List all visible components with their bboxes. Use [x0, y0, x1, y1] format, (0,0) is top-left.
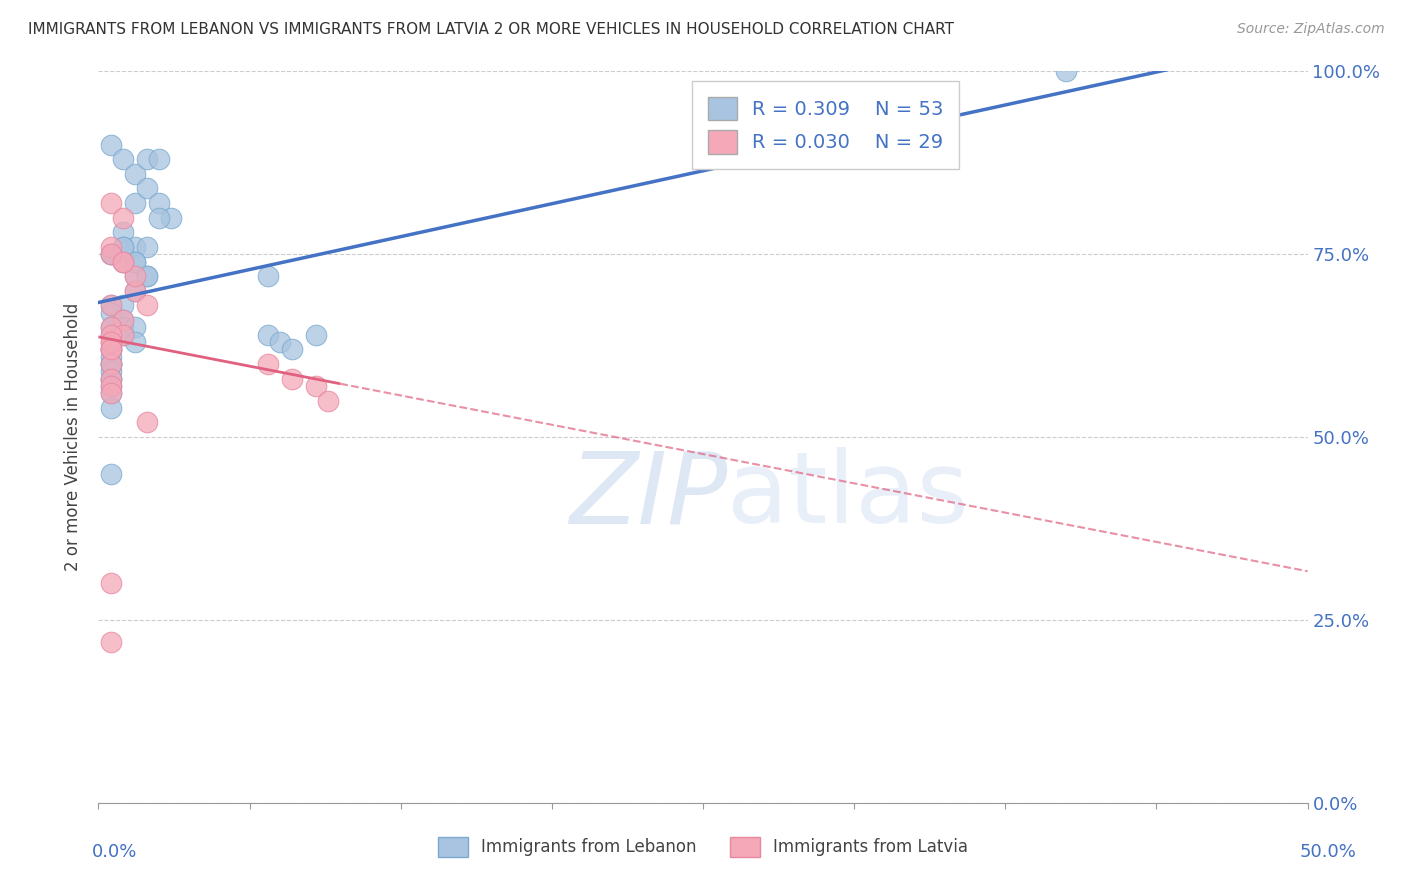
Point	[100, 343, 122, 357]
Point	[281, 343, 304, 357]
Point	[100, 196, 122, 211]
Point	[281, 371, 304, 385]
Point	[100, 371, 122, 385]
Point	[124, 196, 146, 211]
Text: 50.0%: 50.0%	[1301, 843, 1357, 861]
Point	[256, 269, 278, 284]
Point	[135, 269, 157, 284]
Point	[124, 254, 146, 268]
Point	[100, 386, 122, 401]
Point	[100, 364, 122, 378]
Point	[100, 357, 122, 371]
Point	[111, 327, 134, 342]
Point	[124, 254, 146, 268]
Point	[135, 181, 157, 195]
Text: ZIP: ZIP	[569, 447, 727, 544]
Point	[111, 240, 134, 254]
Point	[100, 467, 122, 481]
Y-axis label: 2 or more Vehicles in Household: 2 or more Vehicles in Household	[65, 303, 83, 571]
Text: atlas: atlas	[727, 447, 969, 544]
Point	[111, 254, 134, 268]
Point	[135, 152, 157, 166]
Point	[124, 284, 146, 298]
Point	[316, 393, 339, 408]
Point	[100, 306, 122, 320]
Point	[100, 379, 122, 393]
Point	[100, 343, 122, 357]
Point	[100, 298, 122, 312]
Point	[135, 240, 157, 254]
Legend: R = 0.309    N = 53, R = 0.030    N = 29: R = 0.309 N = 53, R = 0.030 N = 29	[692, 81, 959, 169]
Point	[111, 313, 134, 327]
Text: Source: ZipAtlas.com: Source: ZipAtlas.com	[1237, 22, 1385, 37]
Point	[124, 320, 146, 334]
Point	[111, 152, 134, 166]
Point	[100, 576, 122, 591]
Point	[100, 350, 122, 364]
Point	[111, 320, 134, 334]
Point	[100, 240, 122, 254]
Point	[148, 152, 170, 166]
Point	[100, 320, 122, 334]
Point	[100, 334, 122, 349]
Point	[111, 327, 134, 342]
Point	[100, 327, 122, 342]
Point	[269, 334, 291, 349]
Point	[124, 269, 146, 284]
Point	[100, 247, 122, 261]
Point	[100, 357, 122, 371]
Point	[100, 247, 122, 261]
Point	[305, 327, 328, 342]
Point	[124, 240, 146, 254]
Point	[100, 247, 122, 261]
Point	[256, 357, 278, 371]
Point	[148, 211, 170, 225]
Point	[100, 371, 122, 385]
Text: 0.0%: 0.0%	[91, 843, 136, 861]
Point	[256, 327, 278, 342]
Point	[160, 211, 183, 225]
Point	[124, 334, 146, 349]
Point	[111, 225, 134, 239]
Point	[100, 327, 122, 342]
Point	[100, 298, 122, 312]
Point	[100, 635, 122, 649]
Point	[305, 379, 328, 393]
Point	[111, 298, 134, 312]
Point	[135, 269, 157, 284]
Point	[111, 240, 134, 254]
Point	[100, 357, 122, 371]
Point	[124, 284, 146, 298]
Point	[100, 343, 122, 357]
Point	[100, 357, 122, 371]
Point	[100, 379, 122, 393]
Point	[124, 167, 146, 181]
Text: IMMIGRANTS FROM LEBANON VS IMMIGRANTS FROM LATVIA 2 OR MORE VEHICLES IN HOUSEHOL: IMMIGRANTS FROM LEBANON VS IMMIGRANTS FR…	[28, 22, 955, 37]
Legend: Immigrants from Lebanon, Immigrants from Latvia: Immigrants from Lebanon, Immigrants from…	[437, 837, 969, 857]
Point	[124, 269, 146, 284]
Point	[100, 334, 122, 349]
Point	[100, 343, 122, 357]
Point	[100, 401, 122, 415]
Point	[135, 298, 157, 312]
Point	[148, 196, 170, 211]
Point	[111, 254, 134, 268]
Point	[1054, 64, 1077, 78]
Point	[100, 386, 122, 401]
Point	[111, 211, 134, 225]
Point	[100, 371, 122, 385]
Point	[100, 320, 122, 334]
Point	[111, 254, 134, 268]
Point	[135, 416, 157, 430]
Point	[111, 313, 134, 327]
Point	[100, 137, 122, 152]
